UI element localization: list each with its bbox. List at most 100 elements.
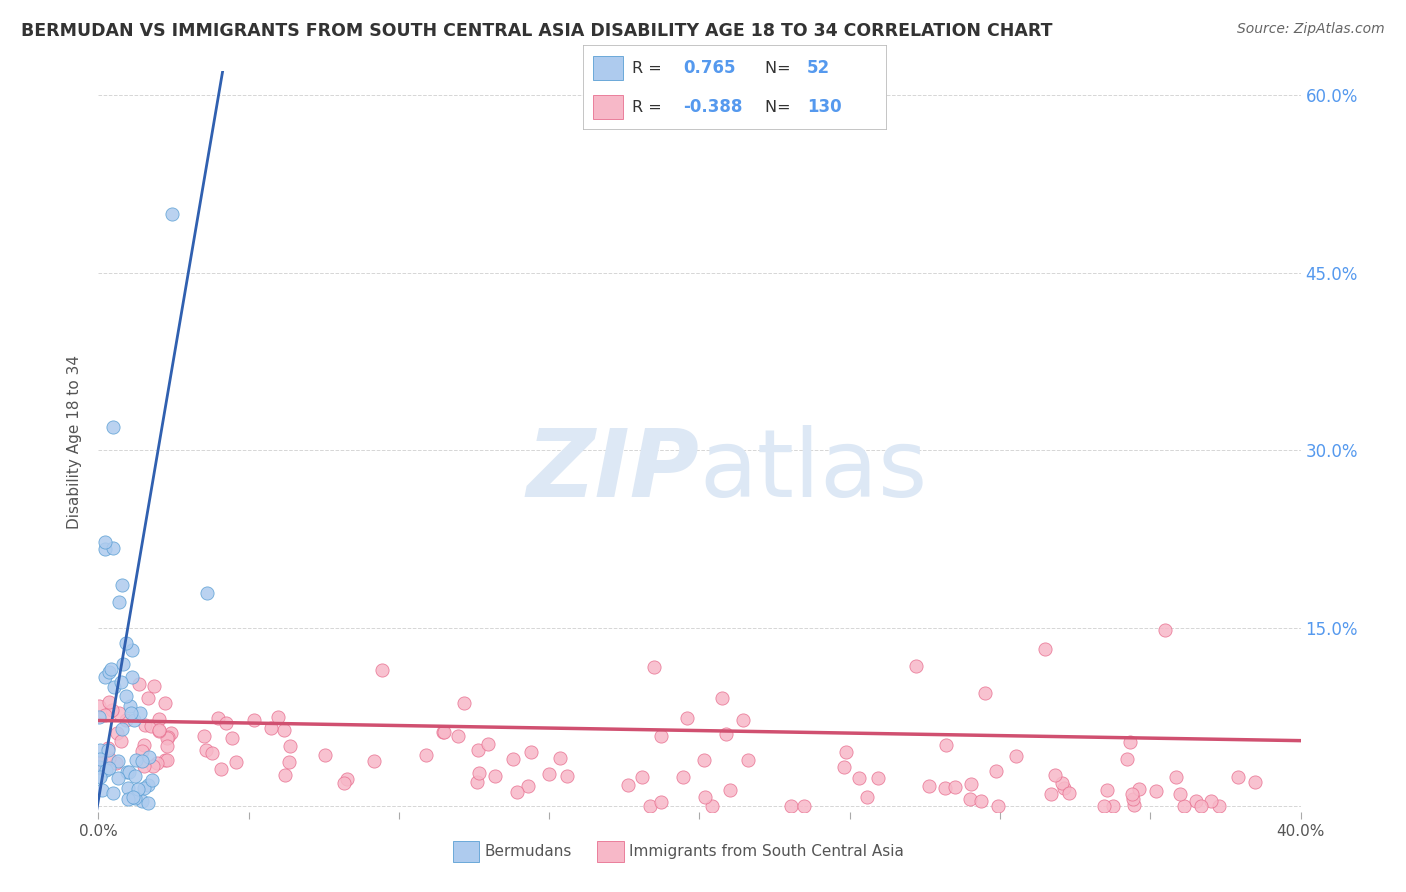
Point — [1033, 642, 1056, 657]
Point — [1164, 770, 1187, 784]
Point — [98, 665, 121, 680]
Point — [87, 710, 110, 724]
Point — [141, 772, 163, 787]
Point — [537, 767, 560, 781]
Point — [484, 769, 506, 783]
Point — [94, 670, 117, 684]
Point — [371, 663, 394, 677]
Point — [121, 669, 143, 683]
Point — [1173, 798, 1195, 813]
Point — [142, 759, 165, 773]
Point — [1039, 787, 1062, 801]
Text: N=: N= — [765, 61, 801, 76]
Point — [716, 726, 738, 740]
Point — [1189, 798, 1212, 813]
Point — [87, 756, 110, 770]
Point — [124, 713, 146, 727]
Point — [97, 695, 120, 709]
Point — [138, 750, 160, 764]
Point — [193, 729, 215, 743]
Point — [136, 796, 159, 810]
Point — [94, 764, 117, 778]
Point — [136, 778, 159, 792]
Point — [131, 754, 153, 768]
FancyBboxPatch shape — [598, 841, 624, 862]
Point — [1122, 791, 1144, 805]
Point — [89, 769, 111, 783]
Point — [1101, 798, 1123, 813]
Point — [207, 711, 229, 725]
Point — [105, 726, 128, 740]
Point — [711, 690, 734, 705]
Point — [1057, 786, 1080, 800]
Point — [148, 712, 170, 726]
Point — [1144, 784, 1167, 798]
Point — [1227, 770, 1250, 784]
Point — [225, 755, 247, 769]
Point — [108, 595, 131, 609]
Point — [467, 743, 489, 757]
Point — [700, 798, 723, 813]
Point — [987, 798, 1010, 813]
Point — [128, 677, 150, 691]
Point — [115, 689, 138, 703]
Point — [720, 783, 742, 797]
Point — [129, 706, 152, 721]
Point — [468, 766, 491, 780]
Point — [447, 729, 470, 743]
Point — [737, 753, 759, 767]
Point — [94, 541, 117, 556]
Point — [103, 680, 125, 694]
Text: ZIP: ZIP — [527, 425, 699, 517]
Point — [100, 663, 122, 677]
Point — [153, 696, 176, 710]
Point — [89, 743, 111, 757]
Point — [120, 706, 142, 720]
Bar — [592, 95, 623, 120]
Point — [432, 724, 454, 739]
Point — [273, 723, 295, 737]
Point — [1119, 735, 1142, 749]
Point — [214, 716, 236, 731]
Point — [1116, 751, 1139, 765]
Point — [959, 792, 981, 806]
Point — [111, 657, 134, 671]
Point — [124, 791, 146, 805]
Point — [617, 778, 640, 792]
Point — [974, 686, 997, 700]
Point — [548, 751, 571, 765]
Text: BERMUDAN VS IMMIGRANTS FROM SOUTH CENTRAL ASIA DISABILITY AGE 18 TO 34 CORRELATI: BERMUDAN VS IMMIGRANTS FROM SOUTH CENTRA… — [21, 22, 1053, 40]
Point — [124, 769, 146, 783]
Point — [693, 753, 716, 767]
Point — [195, 585, 218, 599]
Point — [94, 707, 117, 722]
Point — [465, 774, 488, 789]
Point — [1005, 748, 1028, 763]
Point — [157, 730, 180, 744]
Point — [477, 738, 499, 752]
Point — [918, 779, 941, 793]
Point — [156, 739, 179, 753]
Text: R =: R = — [631, 61, 666, 76]
Point — [243, 713, 266, 727]
Point — [200, 746, 222, 760]
Point — [108, 706, 131, 721]
Point — [934, 781, 956, 796]
Point — [148, 723, 170, 737]
Point — [278, 739, 301, 753]
Point — [160, 206, 183, 220]
Point — [779, 798, 801, 813]
Text: 130: 130 — [807, 98, 842, 116]
Point — [115, 713, 138, 727]
Point — [267, 709, 290, 723]
Point — [101, 541, 124, 555]
Point — [935, 739, 957, 753]
Point — [141, 718, 163, 732]
Point — [160, 725, 183, 739]
Point — [125, 753, 148, 767]
Point — [848, 771, 870, 785]
Point — [110, 675, 132, 690]
Point — [314, 747, 336, 762]
Point — [107, 754, 129, 768]
Point — [1154, 624, 1177, 638]
